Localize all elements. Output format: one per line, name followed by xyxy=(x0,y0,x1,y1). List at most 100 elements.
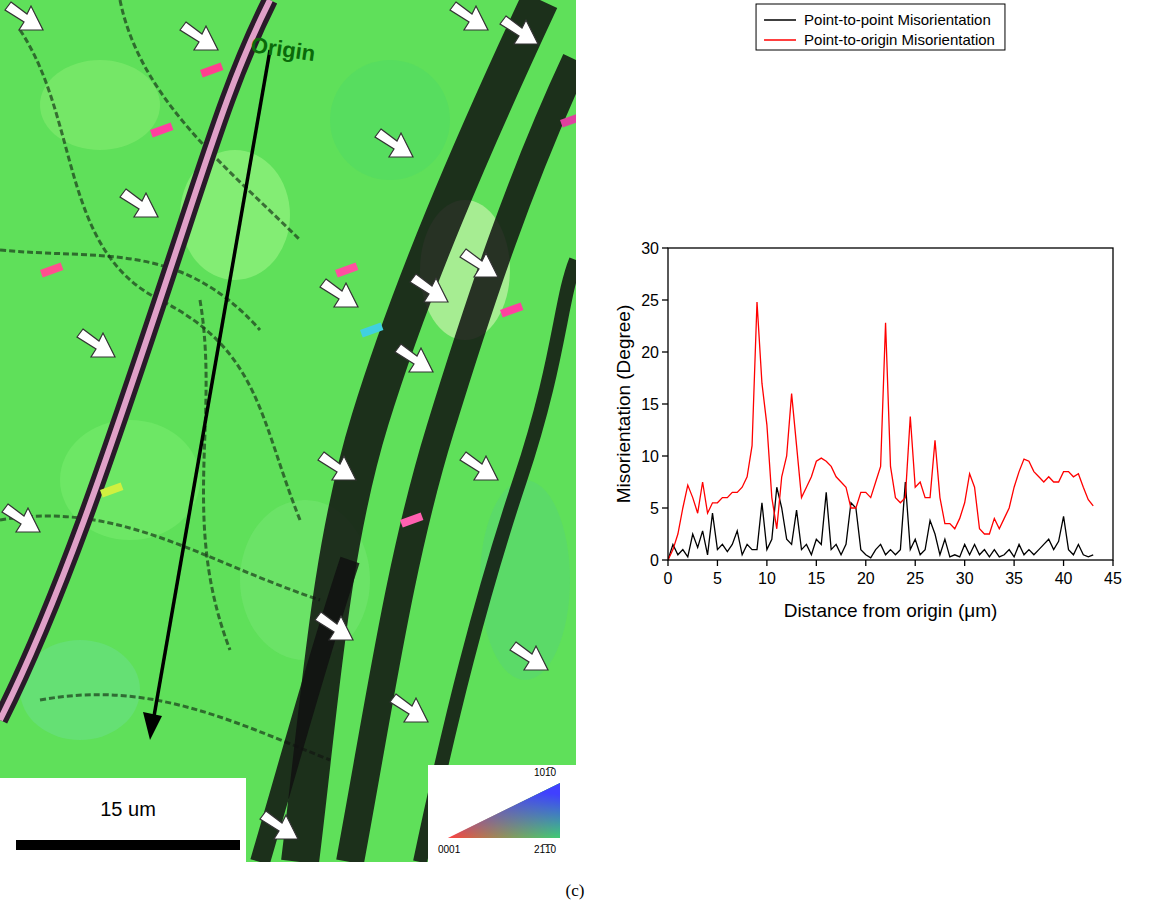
y-tick-label: 0 xyxy=(650,552,659,569)
y-tick-label: 15 xyxy=(641,396,659,413)
arrow xyxy=(180,22,218,50)
x-tick-label: 0 xyxy=(664,570,673,587)
y-tick xyxy=(662,247,668,248)
grain xyxy=(330,60,450,180)
chart: 051015202530354045051015202530Distance f… xyxy=(613,4,1122,621)
map-ground xyxy=(0,0,576,862)
ipf-label: 21̅1̅0 xyxy=(534,844,557,855)
x-tick xyxy=(1063,560,1064,566)
figure: Origin 15 um 101̅0 0001 21̅1̅0 (c) 0 5 10 15 20 25 3… xyxy=(0,0,1149,911)
legend-swatch xyxy=(764,39,796,41)
legend-swatch xyxy=(764,19,796,21)
series-group xyxy=(668,302,1093,560)
speckle xyxy=(400,512,423,527)
x-tick xyxy=(667,560,668,566)
arrow xyxy=(260,811,298,839)
origin-arrowhead xyxy=(143,712,162,740)
arrow xyxy=(318,452,356,480)
x-tick-label: 15 xyxy=(807,570,825,587)
boundary xyxy=(0,516,320,600)
y-tick-label: 5 xyxy=(650,500,659,517)
x-axis-title: Distance from origin (μm) xyxy=(784,600,998,621)
origin-line xyxy=(153,50,270,722)
arrow xyxy=(5,2,43,30)
origin-label: Origin xyxy=(249,32,317,66)
boundary xyxy=(0,250,260,330)
x-tick-label: 25 xyxy=(906,570,924,587)
legend-label: Point-to-origin Misorientation xyxy=(804,31,995,48)
arrow xyxy=(320,279,358,307)
legend: Point-to-point Misorientation Point-to-or… xyxy=(756,4,1005,50)
x-tick-label: 5 xyxy=(713,570,722,587)
scale-bar-box xyxy=(0,778,246,862)
y-tick xyxy=(662,299,668,300)
x-tick-label: 45 xyxy=(1104,570,1122,587)
band xyxy=(350,60,576,862)
arrow xyxy=(375,129,413,157)
y-tick xyxy=(662,559,668,560)
x-tick xyxy=(816,560,817,566)
arrow xyxy=(395,344,433,372)
x-tick-label: 40 xyxy=(1055,570,1073,587)
legend-box xyxy=(756,4,1005,50)
arrow xyxy=(460,249,498,277)
arrow xyxy=(390,694,428,722)
scale-bar-label: 15 um xyxy=(100,798,156,820)
micrograph: Origin 15 um 101̅0 0001 21̅1̅0 xyxy=(0,0,583,862)
y-tick-label: 10 xyxy=(641,448,659,465)
y-tick xyxy=(662,351,668,352)
legend-label: Point-to-point Misorientation xyxy=(804,11,991,28)
boundary xyxy=(200,300,230,650)
x-tick-label: 30 xyxy=(956,570,974,587)
ipf-label: 101̅0 xyxy=(534,767,557,778)
band xyxy=(260,560,350,862)
speckle xyxy=(360,322,383,337)
scale-bar xyxy=(16,840,240,850)
band xyxy=(420,260,576,862)
x-tick xyxy=(915,560,916,566)
ipf-triangle xyxy=(448,783,560,838)
speckle xyxy=(500,302,523,317)
y-tick xyxy=(662,507,668,508)
y-axis-title: Misorientation (Degree) xyxy=(613,305,634,504)
arrow xyxy=(2,504,40,532)
speckle xyxy=(40,262,63,277)
x-tick-label: 20 xyxy=(857,570,875,587)
x-tick xyxy=(1112,560,1113,566)
arrow xyxy=(410,274,448,302)
x-tick xyxy=(1013,560,1014,566)
grain xyxy=(40,60,160,150)
x-tick-label: 10 xyxy=(758,570,776,587)
band xyxy=(300,0,540,862)
ipf-label: 0001 xyxy=(438,844,461,855)
ipf-box xyxy=(428,765,576,862)
plot-frame xyxy=(668,248,1113,560)
speckle xyxy=(560,112,576,127)
band xyxy=(0,0,270,720)
ipf-triangle xyxy=(448,783,560,838)
speckle xyxy=(335,262,358,277)
y-tick xyxy=(662,403,668,404)
arrow xyxy=(450,2,488,30)
x-tick xyxy=(865,560,866,566)
speckle xyxy=(100,482,123,497)
arrow xyxy=(500,16,538,44)
caption: (c) xyxy=(566,881,585,900)
series-line xyxy=(668,302,1093,560)
arrow xyxy=(510,642,548,670)
x-tick-label: 35 xyxy=(1005,570,1023,587)
y-tick xyxy=(662,455,668,456)
arrow xyxy=(460,452,498,480)
x-tick xyxy=(717,560,718,566)
bands xyxy=(0,0,576,862)
arrow xyxy=(315,612,353,640)
speckle xyxy=(200,62,223,77)
arrow xyxy=(120,189,158,217)
x-tick xyxy=(766,560,767,566)
y-tick-label: 30 xyxy=(641,240,659,257)
x-tick xyxy=(964,560,965,566)
band xyxy=(0,0,270,720)
speckle xyxy=(150,122,173,137)
y-tick-label: 25 xyxy=(641,292,659,309)
ipf-triangle xyxy=(448,783,560,838)
